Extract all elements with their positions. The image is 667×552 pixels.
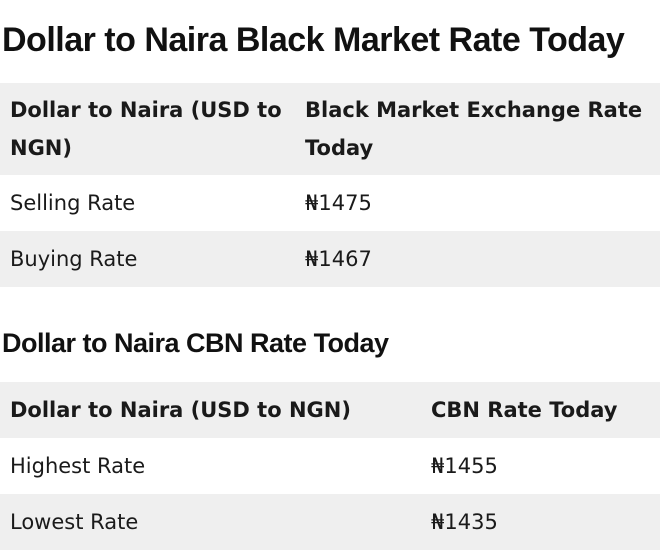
black-market-rate-table: Dollar to Naira (USD to NGN) Black Marke… xyxy=(0,83,660,287)
column-header-cbn-rate: CBN Rate Today xyxy=(431,398,618,422)
row-label: Lowest Rate xyxy=(10,510,139,534)
table-row-selling-rate: Selling Rate ₦1475 xyxy=(0,175,660,231)
row-label: Buying Rate xyxy=(10,247,138,271)
column-header-currency-pair: Dollar to Naira (USD to NGN) xyxy=(10,398,351,422)
table-row-lowest-rate: Lowest Rate ₦1435 xyxy=(0,494,660,550)
row-value: ₦1475 xyxy=(305,191,372,215)
table-header-row: Dollar to Naira (USD to NGN) Black Marke… xyxy=(0,83,660,175)
black-market-title: Dollar to Naira Black Market Rate Today xyxy=(2,21,625,59)
table-row-highest-rate: Highest Rate ₦1455 xyxy=(0,438,660,494)
row-value: ₦1467 xyxy=(305,247,372,271)
row-label: Highest Rate xyxy=(10,454,146,478)
cbn-rate-title: Dollar to Naira CBN Rate Today xyxy=(2,328,389,358)
column-header-currency-pair: Dollar to Naira (USD to NGN) xyxy=(10,98,282,160)
column-header-black-market-rate: Black Market Exchange Rate Today xyxy=(305,98,643,160)
table-header-row: Dollar to Naira (USD to NGN) CBN Rate To… xyxy=(0,382,660,438)
row-value: ₦1455 xyxy=(431,454,498,478)
cbn-rate-table: Dollar to Naira (USD to NGN) CBN Rate To… xyxy=(0,382,660,550)
table-row-buying-rate: Buying Rate ₦1467 xyxy=(0,231,660,287)
row-label: Selling Rate xyxy=(10,191,136,215)
row-value: ₦1435 xyxy=(431,510,498,534)
